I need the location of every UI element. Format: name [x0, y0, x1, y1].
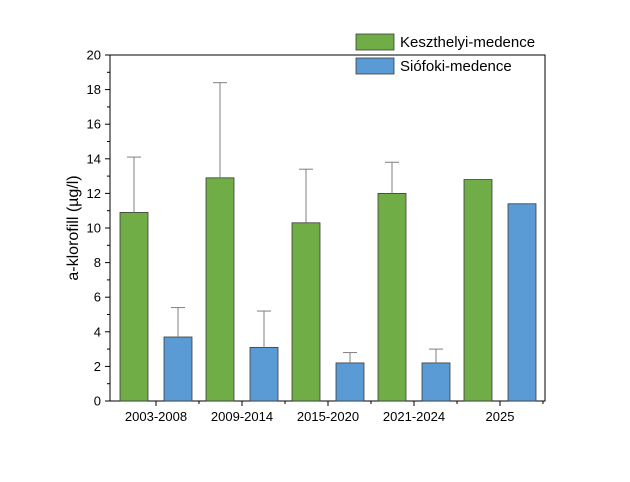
legend-swatch — [355, 57, 395, 75]
bar-siofoki — [507, 203, 537, 402]
bar-keszthelyi — [463, 179, 493, 402]
y-axis: 0 2 4 6 8 10 12 14 16 18 20 — [87, 48, 110, 409]
x-tick-label: 2025 — [486, 409, 515, 424]
x-tick-label: 2021-2024 — [383, 409, 445, 424]
y-tick-label: 20 — [87, 48, 101, 63]
y-tick-label: 0 — [94, 394, 101, 409]
bar-siofoki — [421, 362, 451, 402]
y-tick-label: 14 — [87, 151, 101, 166]
error-bars — [127, 82, 443, 363]
y-tick-label: 16 — [87, 117, 101, 132]
x-tick-label: 2015-2020 — [297, 409, 359, 424]
y-tick-label: 18 — [87, 82, 101, 97]
y-tick-label: 10 — [87, 221, 101, 236]
legend-label: Keszthelyi-medence — [400, 34, 535, 51]
bar-keszthelyi — [291, 222, 321, 402]
bar-keszthelyi — [205, 177, 235, 402]
legend: Keszthelyi-medence Siófoki-medence — [355, 33, 535, 75]
y-tick-label: 12 — [87, 186, 101, 201]
legend-swatch — [355, 33, 395, 51]
bar-siofoki — [335, 362, 365, 402]
y-tick-label: 6 — [94, 290, 101, 305]
bar-siofoki — [249, 346, 279, 402]
bar-keszthelyi — [377, 192, 407, 402]
x-tick-label: 2003-2008 — [125, 409, 187, 424]
y-tick-label: 8 — [94, 255, 101, 270]
bar-keszthelyi — [119, 212, 149, 402]
y-tick-label: 4 — [94, 324, 101, 339]
y-tick-label: 2 — [94, 359, 101, 374]
bars — [119, 177, 537, 402]
legend-label: Siófoki-medence — [400, 58, 512, 75]
x-tick-label: 2009-2014 — [211, 409, 273, 424]
x-axis: 2003-2008 2009-2014 2015-2020 2021-2024 2025 — [125, 401, 544, 424]
bar-siofoki — [163, 336, 193, 402]
y-axis-title: a-klorofill (µg/l) — [65, 175, 82, 280]
